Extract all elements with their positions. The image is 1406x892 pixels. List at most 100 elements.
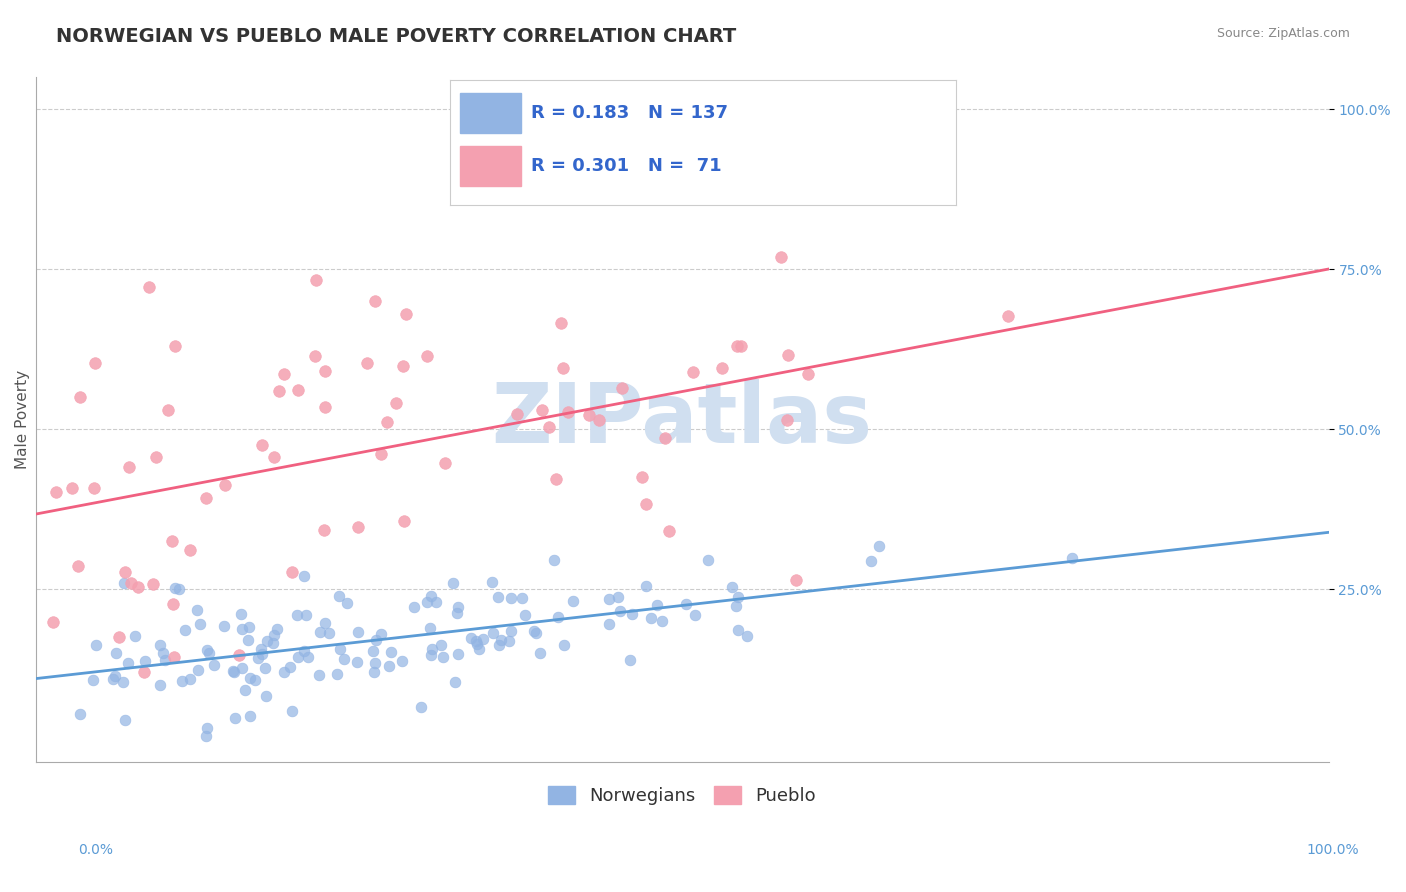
Point bbox=[273, 367, 295, 381]
Point bbox=[346, 655, 368, 669]
Point bbox=[82, 673, 104, 688]
Point bbox=[370, 447, 392, 461]
Point bbox=[378, 658, 401, 673]
Point bbox=[501, 624, 523, 639]
Point bbox=[267, 384, 290, 399]
Point bbox=[860, 554, 883, 568]
Point bbox=[776, 412, 799, 426]
Point bbox=[224, 711, 246, 725]
Point bbox=[578, 409, 600, 423]
Point bbox=[239, 709, 262, 723]
Point bbox=[683, 607, 706, 622]
Point bbox=[163, 339, 186, 353]
Text: R = 0.183   N = 137: R = 0.183 N = 137 bbox=[531, 103, 728, 121]
Point bbox=[195, 721, 218, 735]
Point bbox=[111, 675, 134, 690]
Point bbox=[588, 413, 610, 427]
Point bbox=[101, 672, 124, 686]
Point bbox=[364, 293, 387, 308]
Point bbox=[254, 689, 277, 703]
Point bbox=[114, 565, 136, 579]
Point bbox=[134, 665, 156, 679]
Point bbox=[631, 470, 654, 484]
Point bbox=[287, 649, 309, 664]
Point bbox=[501, 591, 523, 605]
Point bbox=[314, 364, 336, 378]
Point bbox=[69, 706, 91, 721]
Point bbox=[69, 390, 91, 404]
Point bbox=[370, 627, 392, 641]
Point bbox=[419, 648, 441, 663]
Point bbox=[375, 415, 398, 429]
Point bbox=[391, 654, 413, 668]
Point bbox=[392, 514, 415, 528]
Point bbox=[202, 658, 225, 673]
Point bbox=[228, 648, 250, 662]
Point bbox=[172, 673, 194, 688]
Point bbox=[645, 598, 668, 612]
Point bbox=[287, 384, 309, 398]
Point bbox=[120, 575, 142, 590]
Point bbox=[236, 633, 259, 648]
Point bbox=[112, 575, 135, 590]
Point bbox=[598, 591, 620, 606]
Point bbox=[174, 623, 197, 637]
Point bbox=[108, 630, 131, 644]
Point bbox=[187, 663, 209, 677]
Point bbox=[364, 656, 387, 670]
Point bbox=[157, 402, 180, 417]
Point bbox=[411, 700, 433, 714]
Point bbox=[460, 631, 482, 645]
Point bbox=[186, 603, 208, 617]
Point bbox=[250, 438, 273, 452]
Point bbox=[297, 649, 319, 664]
Text: ZIPatlas: ZIPatlas bbox=[492, 379, 873, 460]
Point bbox=[194, 491, 217, 505]
Point bbox=[281, 704, 304, 718]
Point bbox=[537, 420, 560, 434]
Point bbox=[419, 621, 441, 635]
Point bbox=[621, 607, 644, 622]
Point bbox=[256, 634, 278, 648]
Point bbox=[557, 405, 579, 419]
Point bbox=[465, 638, 488, 652]
Point bbox=[868, 539, 890, 553]
Point bbox=[727, 591, 749, 605]
Point bbox=[198, 646, 221, 660]
Point bbox=[441, 575, 464, 590]
Point bbox=[235, 683, 257, 698]
Point bbox=[735, 629, 758, 643]
Point bbox=[179, 543, 201, 558]
Text: NORWEGIAN VS PUEBLO MALE POVERTY CORRELATION CHART: NORWEGIAN VS PUEBLO MALE POVERTY CORRELA… bbox=[56, 27, 737, 45]
Point bbox=[224, 665, 246, 680]
Point bbox=[562, 594, 585, 608]
Point bbox=[468, 642, 491, 657]
Point bbox=[142, 576, 165, 591]
Point bbox=[292, 644, 315, 658]
Point bbox=[634, 579, 657, 593]
Point bbox=[45, 484, 67, 499]
Point bbox=[481, 574, 503, 589]
Point bbox=[778, 348, 800, 362]
Point bbox=[163, 650, 186, 665]
Point bbox=[420, 641, 443, 656]
Point bbox=[84, 638, 107, 652]
Point bbox=[550, 316, 572, 330]
Text: Source: ZipAtlas.com: Source: ZipAtlas.com bbox=[1216, 27, 1350, 40]
Point bbox=[114, 714, 136, 728]
Point bbox=[134, 654, 156, 668]
Point bbox=[640, 611, 662, 625]
Point bbox=[402, 600, 425, 615]
Point bbox=[309, 625, 332, 640]
Point bbox=[785, 573, 807, 587]
Point bbox=[278, 660, 301, 674]
Point bbox=[447, 647, 470, 661]
Point bbox=[380, 645, 402, 659]
Point bbox=[416, 349, 439, 363]
Point bbox=[598, 616, 620, 631]
Point bbox=[246, 651, 269, 665]
Bar bbox=[460, 93, 520, 133]
Point bbox=[361, 643, 384, 657]
Point bbox=[239, 671, 262, 685]
Point bbox=[266, 623, 288, 637]
